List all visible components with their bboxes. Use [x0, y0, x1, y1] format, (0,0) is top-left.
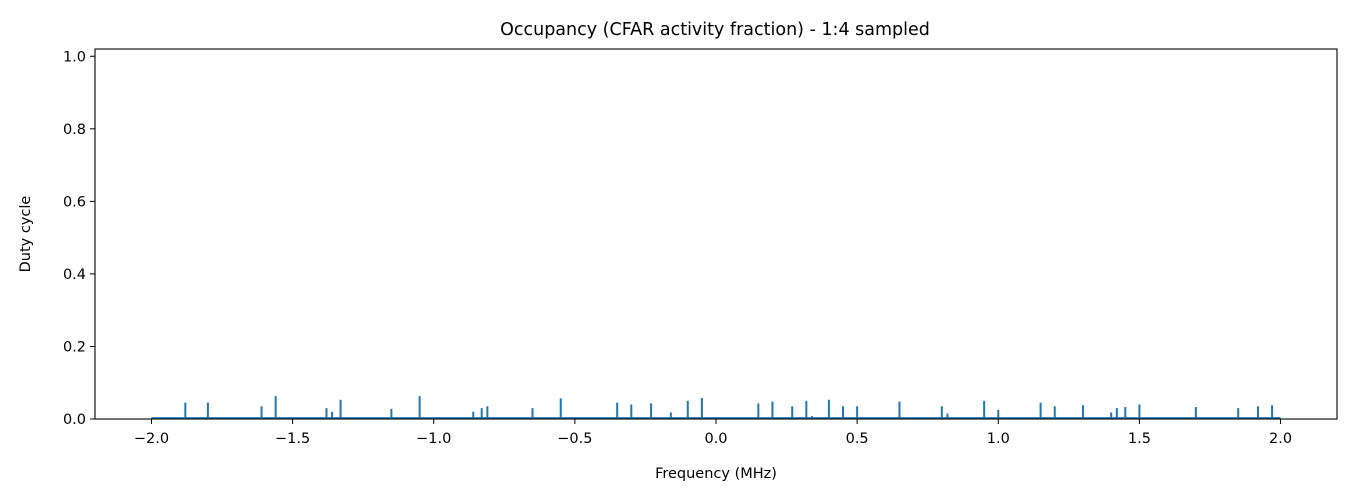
- x-axis-ticks: −2.0 −1.5 −1.0 −0.5 0.0 0.5 1.0 1.5 2.0: [134, 419, 1292, 447]
- y-axis-label: Duty cycle: [18, 196, 34, 273]
- y-tick-label: 0.2: [63, 339, 86, 355]
- chart-title: Occupancy (CFAR activity fraction) - 1:4…: [500, 20, 930, 40]
- x-tick-label: −1.5: [275, 431, 310, 447]
- x-tick-label: 0.0: [704, 431, 727, 447]
- y-tick-label: 1.0: [63, 49, 86, 65]
- x-axis-label: Frequency (MHz): [655, 466, 777, 482]
- y-tick-label: 0.8: [63, 122, 86, 138]
- occupancy-series: [151, 396, 1281, 419]
- x-tick-label: −0.5: [557, 431, 592, 447]
- y-tick-label: 0.4: [63, 267, 86, 283]
- x-tick-label: 1.5: [1128, 431, 1151, 447]
- x-tick-label: 0.5: [846, 431, 869, 447]
- x-tick-label: 1.0: [987, 431, 1010, 447]
- plot-frame: [94, 48, 1338, 420]
- y-axis-ticks: 0.0 0.2 0.4 0.6 0.8 1.0: [63, 49, 95, 428]
- x-tick-label: −2.0: [134, 431, 169, 447]
- y-tick-label: 0.0: [63, 412, 86, 428]
- y-tick-label: 0.6: [63, 194, 86, 210]
- x-tick-label: −1.0: [416, 431, 451, 447]
- x-tick-label: 2.0: [1269, 431, 1292, 447]
